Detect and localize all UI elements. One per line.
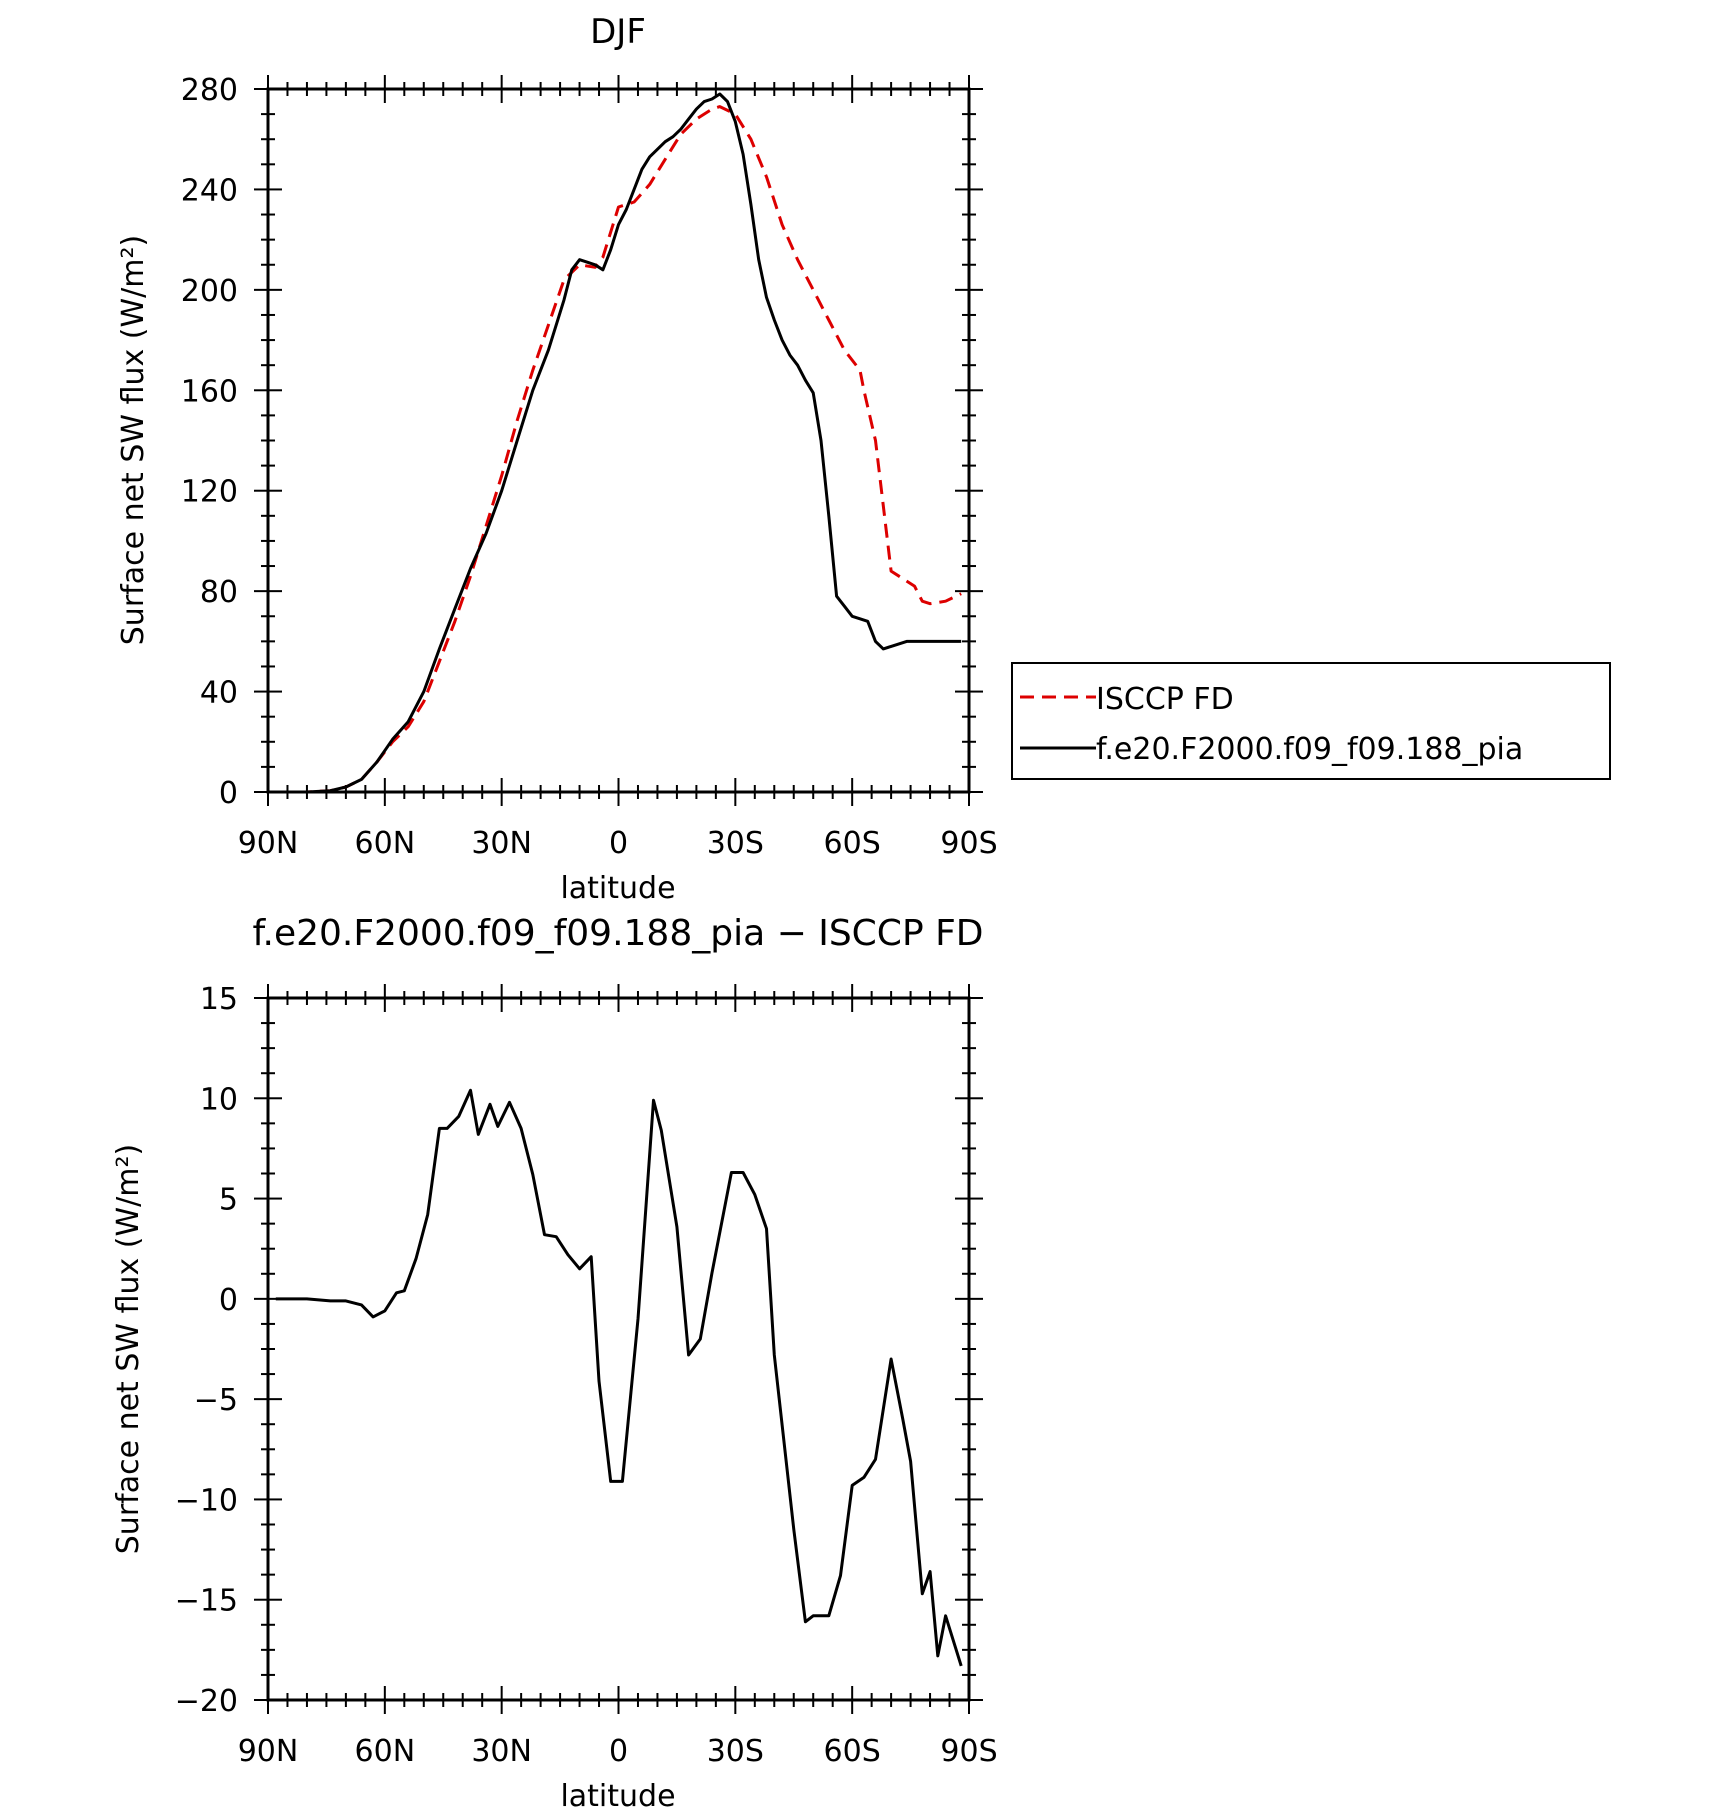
top-y-tick-label: 40	[200, 676, 238, 711]
top-x-tick-label: 30S	[707, 826, 764, 861]
legend-label-model: f.e20.F2000.f09_f09.188_pia	[1096, 732, 1523, 767]
top-y-axis-label: Surface net SW flux (W/m²)	[116, 235, 151, 645]
bottom-x-axis-label: latitude	[560, 1779, 675, 1811]
bottom-series-line-1	[275, 1088, 963, 1667]
bottom-y-tick-label: −15	[175, 1584, 238, 1619]
bottom-y-tick-label: −5	[194, 1383, 238, 1418]
bottom-y-tick-label: 15	[200, 982, 238, 1017]
top-x-tick-label: 60N	[355, 826, 416, 861]
legend-label-isccp: ISCCP FD	[1096, 682, 1234, 717]
bottom-y-tick-label: 5	[219, 1183, 238, 1218]
top-chart-title: DJF	[590, 12, 646, 52]
bottom-panel: f.e20.F2000.f09_f09.188_pia − ISCCP FD −…	[111, 913, 998, 1811]
top-x-tick-labels: 90N 60N 30N 0 30S 60S 90S	[238, 826, 998, 861]
top-y-tick-label: 160	[181, 374, 238, 409]
bottom-x-tick-label: 0	[609, 1734, 628, 1769]
legend: ISCCP FD f.e20.F2000.f09_f09.188_pia	[1011, 662, 1611, 780]
top-x-axis-label: latitude	[560, 871, 675, 906]
top-x-tick-label: 0	[609, 826, 628, 861]
top-y-tick-labels: 0 40 80 120 160 200 240 280	[181, 73, 238, 811]
bottom-x-tick-label: 90S	[940, 1734, 997, 1769]
top-y-tick-label: 240	[181, 173, 238, 208]
bottom-y-axis-label: Surface net SW flux (W/m²)	[111, 1144, 146, 1554]
bottom-y-tick-labels: −20 −15 −10 −5 0 5 10 15	[175, 982, 238, 1719]
top-x-tick-label: 60S	[824, 826, 881, 861]
top-series-layer	[275, 92, 962, 794]
top-y-tick-label: 120	[181, 475, 238, 510]
bottom-series-layer	[275, 1088, 963, 1667]
bottom-y-tick-label: 0	[219, 1283, 238, 1318]
bottom-y-tick-label: 10	[200, 1082, 238, 1117]
bottom-x-tick-labels: 90N 60N 30N 0 30S 60S 90S	[238, 1734, 998, 1769]
top-series-line-2	[275, 92, 962, 794]
top-y-tick-label: 80	[200, 575, 238, 610]
bottom-y-tick-label: −20	[175, 1684, 238, 1719]
top-y-tick-label: 280	[181, 73, 238, 108]
top-x-tick-label: 90N	[238, 826, 299, 861]
bottom-y-tick-label: −10	[175, 1483, 238, 1518]
top-ticks	[254, 75, 983, 806]
top-y-tick-label: 0	[219, 776, 238, 811]
top-panel: DJF 0 40 80 120 160 200 240 280 90N 60N 30N 0 30S 60…	[116, 12, 998, 906]
bottom-x-tick-label: 30S	[707, 1734, 764, 1769]
top-y-tick-label: 200	[181, 274, 238, 309]
bottom-x-tick-label: 60N	[355, 1734, 416, 1769]
top-x-tick-label: 90S	[940, 826, 997, 861]
top-series-line-1	[275, 105, 962, 794]
bottom-x-tick-label: 60S	[824, 1734, 881, 1769]
bottom-ticks	[254, 984, 983, 1714]
bottom-plot-frame	[266, 996, 971, 1702]
top-plot-frame	[266, 87, 971, 794]
top-x-tick-label: 30N	[471, 826, 532, 861]
bottom-x-tick-label: 30N	[471, 1734, 532, 1769]
bottom-x-tick-label: 90N	[238, 1734, 299, 1769]
legend-box	[1011, 662, 1611, 780]
bottom-chart-title: f.e20.F2000.f09_f09.188_pia − ISCCP FD	[252, 913, 983, 954]
